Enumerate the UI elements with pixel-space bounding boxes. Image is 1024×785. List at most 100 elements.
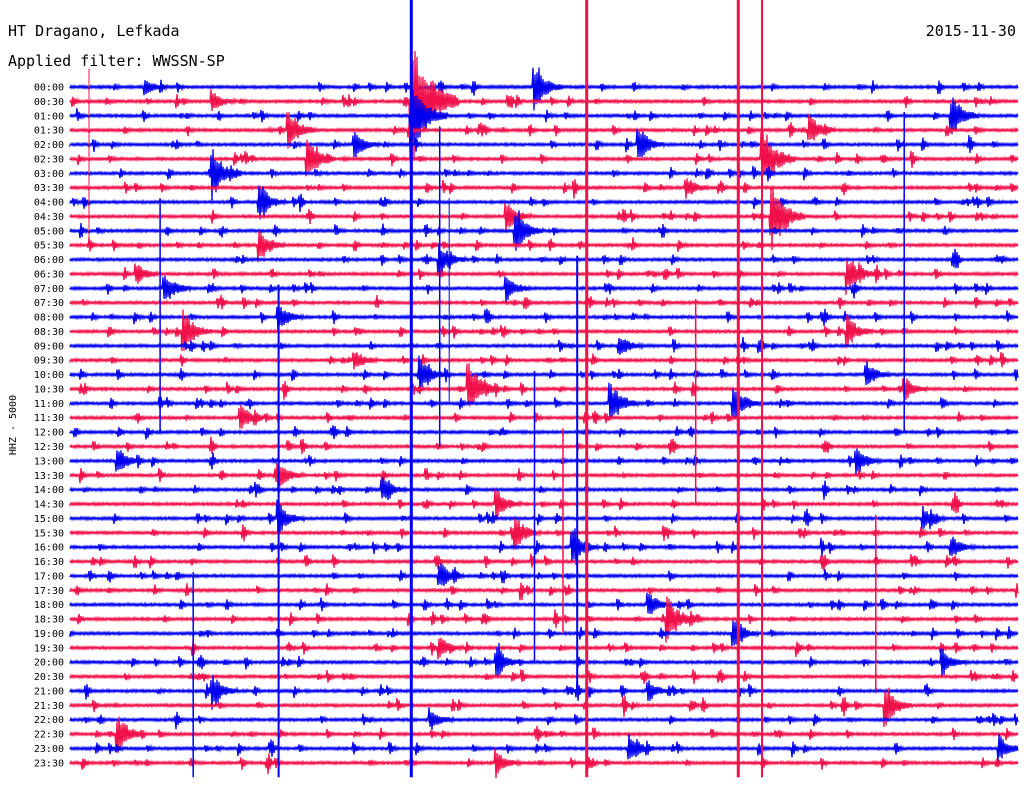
row-label-0230: 02:30 bbox=[34, 154, 64, 165]
row-label-1430: 14:30 bbox=[34, 500, 64, 511]
row-labels: 00:00 00:30 01:00 01:30 02:00 02:30 03:00 03:30… bbox=[34, 83, 64, 770]
trace-row-1600 bbox=[69, 528, 1019, 565]
trace-row-0730 bbox=[69, 294, 1019, 310]
row-label-0700: 07:00 bbox=[34, 284, 64, 295]
row-label-0730: 07:30 bbox=[34, 298, 64, 309]
trace-row-0500 bbox=[69, 210, 1019, 251]
row-label-1300: 13:00 bbox=[34, 456, 64, 467]
trace-row-1200 bbox=[69, 425, 1019, 440]
trace-row-1530 bbox=[69, 518, 1019, 551]
trace-row-1000 bbox=[69, 355, 1019, 395]
trace-group bbox=[69, 34, 1019, 779]
row-label-2000: 20:00 bbox=[34, 658, 64, 669]
row-label-0900: 09:00 bbox=[34, 341, 64, 352]
trace-row-0900 bbox=[69, 337, 1019, 355]
trace-row-1030 bbox=[69, 363, 1019, 407]
row-label-0830: 08:30 bbox=[34, 327, 64, 338]
trace-row-1930 bbox=[69, 637, 1019, 660]
row-label-0000: 00:00 bbox=[34, 83, 64, 94]
row-label-0630: 06:30 bbox=[34, 269, 64, 280]
row-label-2300: 23:00 bbox=[34, 744, 64, 755]
trace-row-0330 bbox=[69, 178, 1019, 199]
row-label-1500: 15:00 bbox=[34, 514, 64, 525]
trace-row-2330 bbox=[69, 748, 1019, 779]
trace-row-0200 bbox=[69, 128, 1019, 158]
row-label-2130: 21:30 bbox=[34, 701, 64, 712]
trace-row-1230 bbox=[69, 436, 1019, 455]
spike-group bbox=[88, 0, 905, 778]
row-label-1600: 16:00 bbox=[34, 543, 64, 554]
trace-row-1900 bbox=[69, 620, 1019, 647]
trace-row-0800 bbox=[69, 306, 1019, 332]
trace-row-0000 bbox=[69, 67, 1019, 111]
row-label-0600: 06:00 bbox=[34, 255, 64, 266]
trace-row-1730 bbox=[69, 582, 1019, 601]
row-label-2030: 20:30 bbox=[34, 672, 64, 683]
row-label-1030: 10:30 bbox=[34, 384, 64, 395]
row-label-2330: 23:30 bbox=[34, 758, 64, 769]
row-label-0100: 01:00 bbox=[34, 111, 64, 122]
trace-row-1700 bbox=[69, 563, 1019, 587]
trace-row-1330 bbox=[69, 463, 1019, 491]
trace-row-1300 bbox=[69, 448, 1019, 476]
trace-row-2200 bbox=[69, 707, 1019, 731]
trace-row-2300 bbox=[69, 733, 1019, 763]
row-label-1800: 18:00 bbox=[34, 600, 64, 611]
trace-row-0930 bbox=[69, 352, 1019, 370]
trace-row-2030 bbox=[69, 669, 1019, 685]
row-label-1130: 11:30 bbox=[34, 413, 64, 424]
row-label-2100: 21:00 bbox=[34, 686, 64, 697]
trace-row-0630 bbox=[69, 259, 1019, 295]
row-label-1700: 17:00 bbox=[34, 571, 64, 582]
row-label-1730: 17:30 bbox=[34, 586, 64, 597]
trace-row-0130 bbox=[69, 112, 1019, 149]
trace-row-0030 bbox=[69, 34, 1019, 169]
row-label-0030: 00:30 bbox=[34, 97, 64, 108]
row-label-2230: 22:30 bbox=[34, 730, 64, 741]
row-label-1330: 13:30 bbox=[34, 471, 64, 482]
row-label-0800: 08:00 bbox=[34, 313, 64, 324]
row-label-0300: 03:00 bbox=[34, 169, 64, 180]
trace-row-0700 bbox=[69, 275, 1019, 303]
trace-row-1400 bbox=[69, 477, 1019, 501]
trace-row-2000 bbox=[69, 642, 1019, 678]
station-title: HT Dragano, Lefkada bbox=[8, 22, 180, 40]
trace-row-1500 bbox=[69, 499, 1019, 535]
date-label: 2015-11-30 bbox=[926, 22, 1016, 40]
trace-row-0400 bbox=[69, 185, 1019, 220]
channel-axis-label: HHZ - 5000 bbox=[8, 395, 19, 455]
row-label-0130: 01:30 bbox=[34, 126, 64, 137]
trace-row-0100 bbox=[69, 86, 1019, 144]
row-label-0400: 04:00 bbox=[34, 198, 64, 209]
trace-row-1630 bbox=[69, 553, 1019, 572]
trace-row-2130 bbox=[69, 687, 1019, 728]
row-label-0500: 05:00 bbox=[34, 226, 64, 237]
row-label-1400: 14:00 bbox=[34, 485, 64, 496]
trace-row-0230 bbox=[69, 132, 1019, 186]
trace-row-2230 bbox=[69, 716, 1019, 754]
row-label-1930: 19:30 bbox=[34, 643, 64, 654]
row-label-2200: 22:00 bbox=[34, 715, 64, 726]
row-label-0930: 09:30 bbox=[34, 356, 64, 367]
row-label-1530: 15:30 bbox=[34, 528, 64, 539]
trace-row-2100 bbox=[69, 674, 1019, 710]
trace-row-0530 bbox=[69, 230, 1019, 263]
row-label-1200: 12:00 bbox=[34, 428, 64, 439]
row-label-1630: 16:30 bbox=[34, 557, 64, 568]
row-label-0200: 02:00 bbox=[34, 140, 64, 151]
filter-subtitle: Applied filter: WWSSN-SP bbox=[8, 52, 225, 70]
row-label-1100: 11:00 bbox=[34, 399, 64, 410]
row-label-1830: 18:30 bbox=[34, 615, 64, 626]
trace-row-1100 bbox=[69, 382, 1019, 421]
trace-row-0430 bbox=[69, 185, 1019, 251]
row-label-1230: 12:30 bbox=[34, 442, 64, 453]
row-label-0330: 03:30 bbox=[34, 183, 64, 194]
trace-row-1130 bbox=[69, 405, 1019, 429]
row-label-1900: 19:00 bbox=[34, 629, 64, 640]
trace-row-0830 bbox=[69, 309, 1019, 352]
trace-row-0600 bbox=[69, 243, 1019, 277]
trace-row-0300 bbox=[69, 149, 1019, 201]
trace-row-1830 bbox=[69, 596, 1019, 643]
